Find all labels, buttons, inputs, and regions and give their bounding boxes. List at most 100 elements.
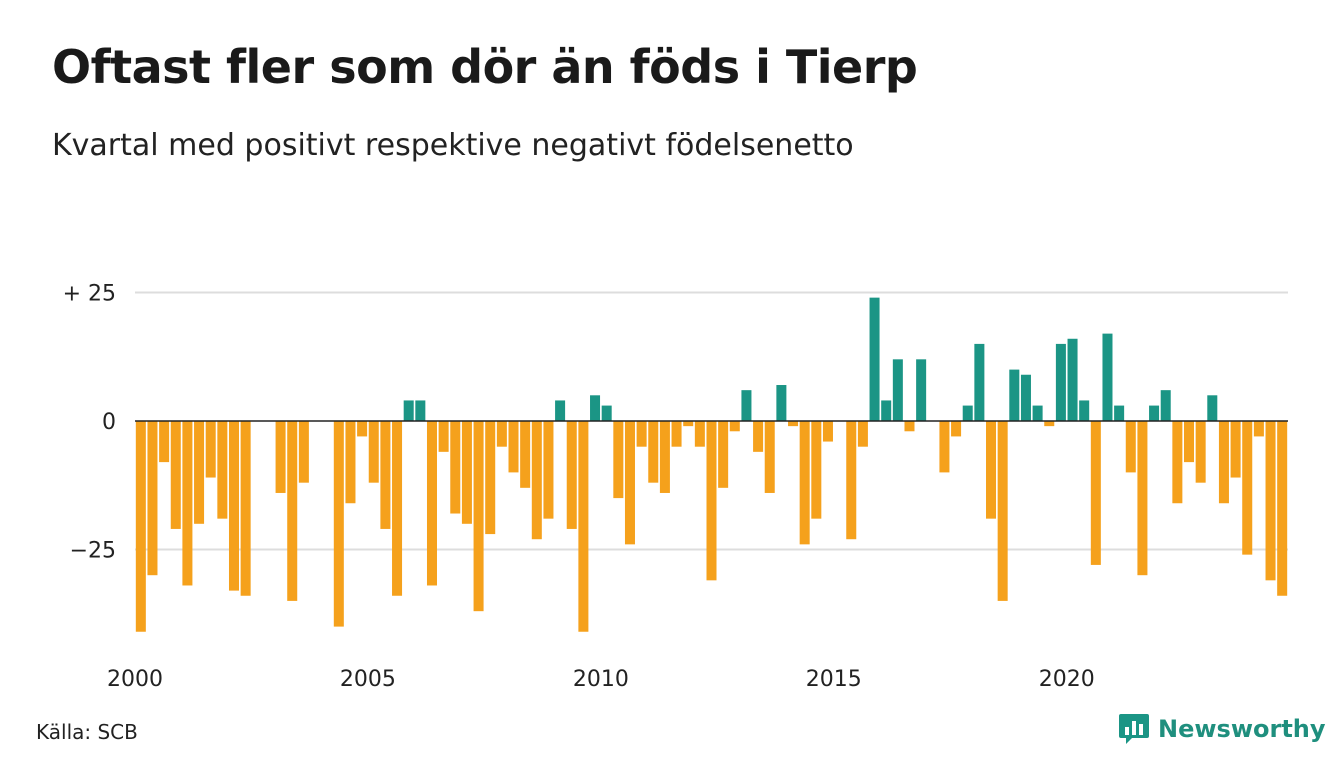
bar bbox=[869, 297, 880, 421]
bar bbox=[566, 421, 577, 529]
x-tick-label: 2015 bbox=[806, 667, 862, 692]
bar bbox=[1218, 421, 1229, 504]
bar bbox=[764, 421, 775, 493]
bar bbox=[729, 421, 740, 432]
bar bbox=[718, 421, 729, 488]
bar bbox=[753, 421, 764, 452]
bar bbox=[543, 421, 554, 519]
bar bbox=[694, 421, 705, 447]
bar bbox=[636, 421, 647, 447]
bar bbox=[939, 421, 950, 473]
bar bbox=[916, 359, 927, 421]
bar bbox=[624, 421, 635, 545]
bar bbox=[380, 421, 391, 529]
bar bbox=[659, 421, 670, 493]
bar bbox=[1172, 421, 1183, 504]
x-tick-label: 2005 bbox=[340, 667, 396, 692]
x-tick-label: 2000 bbox=[107, 667, 163, 692]
bar bbox=[962, 405, 973, 421]
bar bbox=[578, 421, 589, 632]
bar bbox=[182, 421, 193, 586]
bar bbox=[741, 390, 752, 421]
bar bbox=[590, 395, 601, 421]
bar bbox=[986, 421, 997, 519]
bar bbox=[706, 421, 717, 581]
bar bbox=[1242, 421, 1253, 555]
bar bbox=[333, 421, 344, 627]
bar bbox=[1102, 333, 1113, 421]
bar bbox=[1230, 421, 1241, 478]
bar bbox=[974, 343, 985, 421]
bar bbox=[1149, 405, 1160, 421]
y-tick-label: −25 bbox=[70, 539, 116, 564]
bar bbox=[776, 385, 787, 421]
chart-subtitle: Kvartal med positivt respektive negativt… bbox=[52, 128, 854, 163]
bar bbox=[788, 421, 799, 427]
brand-name: Newsworthy bbox=[1158, 715, 1326, 743]
bar bbox=[892, 359, 903, 421]
bar bbox=[1125, 421, 1136, 473]
bar bbox=[1277, 421, 1288, 596]
bar bbox=[1160, 390, 1171, 421]
bar bbox=[345, 421, 356, 504]
bar bbox=[147, 421, 158, 576]
bar bbox=[846, 421, 857, 540]
bar bbox=[159, 421, 170, 463]
bar bbox=[671, 421, 682, 447]
bar bbox=[508, 421, 519, 473]
source-note: Källa: SCB bbox=[36, 720, 138, 744]
bar bbox=[473, 421, 484, 612]
bar bbox=[951, 421, 962, 437]
bar bbox=[1044, 421, 1055, 427]
bar bbox=[392, 421, 403, 596]
bar bbox=[217, 421, 228, 519]
bar bbox=[1207, 395, 1218, 421]
bar bbox=[997, 421, 1008, 601]
bar bbox=[298, 421, 309, 483]
bar bbox=[403, 400, 414, 421]
bar bbox=[601, 405, 612, 421]
bar bbox=[461, 421, 472, 524]
bar bbox=[1032, 405, 1043, 421]
x-tick-label: 2010 bbox=[573, 667, 629, 692]
bar bbox=[1067, 338, 1078, 421]
bar bbox=[1079, 400, 1090, 421]
bar bbox=[438, 421, 449, 452]
bar bbox=[1114, 405, 1125, 421]
y-tick-label: + 25 bbox=[63, 282, 116, 307]
bar bbox=[904, 421, 915, 432]
bar-chart-speech-bubble-icon bbox=[1119, 714, 1149, 744]
chart-title: Oftast fler som dör än föds i Tierp bbox=[52, 40, 918, 94]
bar bbox=[520, 421, 531, 488]
bar bbox=[811, 421, 822, 519]
bar bbox=[555, 400, 566, 421]
bar bbox=[287, 421, 298, 601]
bar bbox=[1265, 421, 1276, 581]
brand-logo[interactable]: Newsworthy bbox=[1118, 712, 1326, 746]
bar bbox=[799, 421, 810, 545]
bar bbox=[135, 421, 146, 632]
bar bbox=[496, 421, 507, 447]
bar bbox=[1090, 421, 1101, 565]
bar bbox=[1183, 421, 1195, 463]
bar bbox=[240, 421, 251, 596]
bar bbox=[450, 421, 461, 514]
bar bbox=[228, 421, 240, 591]
bar bbox=[275, 421, 286, 493]
bar bbox=[822, 421, 833, 442]
bar bbox=[170, 421, 181, 529]
bar bbox=[485, 421, 496, 535]
bar bbox=[205, 421, 216, 478]
bar bbox=[1055, 343, 1066, 421]
x-tick-label: 2020 bbox=[1039, 667, 1095, 692]
bar bbox=[857, 421, 868, 447]
bar bbox=[881, 400, 892, 421]
bar bbox=[426, 421, 437, 586]
bar bbox=[683, 421, 694, 427]
bar bbox=[1020, 374, 1031, 421]
bar bbox=[194, 421, 205, 524]
bar bbox=[1195, 421, 1206, 483]
bar bbox=[1009, 369, 1020, 421]
bar bbox=[531, 421, 542, 540]
